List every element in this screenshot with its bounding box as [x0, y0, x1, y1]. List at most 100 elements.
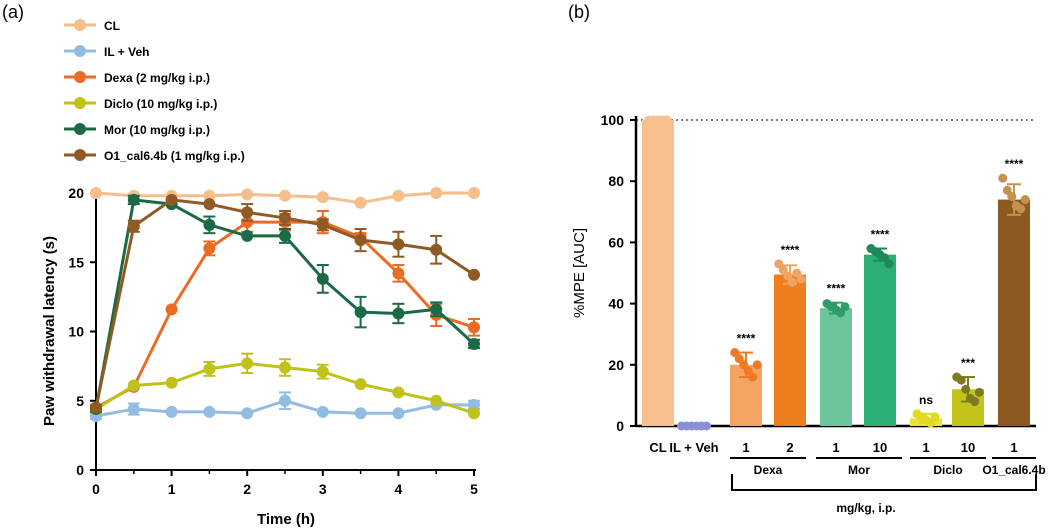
data-point: [165, 303, 178, 316]
data-point: [468, 337, 480, 350]
legend-label: Dexa (2 mg/kg i.p.): [104, 71, 210, 85]
significance-label: ****: [737, 332, 756, 346]
data-point: [241, 229, 254, 242]
data-point: [468, 321, 480, 334]
legend-marker: [74, 45, 86, 57]
bar: [642, 120, 674, 426]
group-label: Dexa: [754, 463, 783, 477]
bar-category-label: 10: [873, 440, 887, 455]
data-point: [316, 191, 329, 204]
legend-label: Diclo (10 mg/kg i.p.): [104, 97, 217, 111]
y-tick-label-b: 40: [608, 296, 624, 312]
data-point: [165, 405, 178, 418]
x-tick-label-a: 4: [395, 481, 403, 497]
bar-category-label: 1: [1010, 440, 1017, 455]
y-tick-label-b: 80: [608, 173, 624, 189]
panel-a-label: (a): [2, 2, 24, 22]
data-point: [203, 218, 216, 231]
data-point: [165, 376, 178, 389]
legend-marker: [74, 97, 86, 109]
data-point: [203, 362, 216, 375]
data-point: [241, 206, 254, 219]
data-point: [961, 384, 971, 394]
data-point: [279, 189, 291, 202]
data-point: [930, 412, 940, 422]
data-point: [316, 405, 329, 418]
data-point: [998, 173, 1008, 183]
bar-category-label: CL: [649, 440, 666, 455]
series-line: [90, 193, 480, 414]
group-label: Diclo: [933, 463, 962, 477]
y-tick-label-a: 5: [76, 393, 84, 409]
data-point: [127, 403, 140, 416]
data-point: [468, 187, 480, 199]
legend-label: CL: [104, 19, 120, 33]
data-point: [430, 187, 443, 199]
significance-label: ****: [827, 282, 846, 296]
series-line: [90, 193, 480, 416]
data-point: [241, 357, 254, 370]
y-axis-title-b: %MPE [AUC]: [571, 228, 588, 318]
bar-category-label: 1: [832, 440, 839, 455]
mgkg-bracket: [731, 474, 1037, 491]
data-point: [392, 189, 405, 202]
data-point: [662, 115, 672, 125]
axes-a: 0 1 2 3 4 5 0 5 10 15 20: [68, 185, 478, 497]
data-point: [354, 306, 367, 319]
series-path: [95, 220, 475, 409]
y-tick-label-a: 0: [76, 462, 84, 478]
bar-group: **** 2: [774, 243, 806, 455]
data-point: [203, 198, 216, 211]
data-point: [90, 401, 102, 414]
bar-category-label: 2: [786, 440, 793, 455]
data-point: [468, 268, 480, 281]
data-point: [702, 421, 711, 431]
y-tick-label-b: 60: [608, 234, 624, 250]
panel-a: (a) CL IL + Veh Dexa (2 mg/kg i.p.) Diclo (…: [2, 2, 480, 528]
significance-label: ****: [1005, 157, 1024, 171]
bar-group: CL: [642, 115, 674, 455]
data-point: [203, 189, 216, 202]
y-axis-title-a: Paw withdrawal latency (s): [41, 236, 58, 426]
significance-label: ***: [961, 356, 975, 370]
data-point: [241, 407, 254, 420]
data-point: [203, 242, 216, 255]
data-point: [748, 372, 758, 382]
legend-label: O1_cal6.4b (1 mg/kg i.p.): [104, 149, 245, 163]
data-point: [468, 407, 480, 420]
bracket-label: mg/kg, i.p.: [836, 501, 895, 515]
legend-label: Mor (10 mg/kg i.p.): [104, 123, 210, 137]
data-point: [354, 196, 367, 209]
data-point: [1016, 204, 1026, 214]
data-point: [840, 302, 850, 312]
bar: [864, 254, 896, 426]
data-point: [279, 229, 291, 242]
panel-b-label: (b): [568, 2, 590, 22]
data-point: [127, 193, 140, 206]
bar-category-label: 1: [742, 440, 749, 455]
bar-group: **** 10: [864, 228, 896, 455]
y-tick-label-b: 20: [608, 357, 624, 373]
data-point: [430, 394, 443, 407]
y-tick-label-a: 20: [68, 185, 84, 201]
data-point: [1007, 192, 1017, 201]
legend-marker: [74, 123, 86, 135]
data-point: [127, 379, 140, 392]
bar-group: **** 1: [820, 282, 852, 455]
data-point: [279, 211, 291, 224]
x-tick-label-a: 2: [243, 481, 251, 497]
significance-label: ns: [919, 393, 933, 407]
data-point: [392, 407, 405, 420]
data-point: [90, 187, 102, 199]
bar: [998, 199, 1030, 426]
bar: [820, 308, 852, 426]
bar-category-label: IL + Veh: [669, 440, 718, 455]
bar-group: IL + Veh: [669, 421, 719, 455]
data-point: [241, 216, 254, 229]
bar-group: **** 1: [730, 332, 762, 455]
data-point: [1020, 195, 1030, 205]
data-point: [203, 405, 216, 418]
data-point: [316, 218, 329, 231]
